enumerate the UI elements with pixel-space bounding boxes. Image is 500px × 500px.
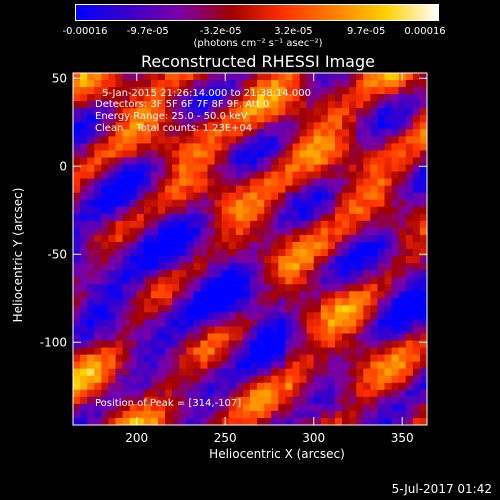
colorbar-tick-label: -0.00016 <box>62 26 108 37</box>
x-axis-label: Heliocentric X (arcsec) <box>209 447 345 461</box>
y-axis-label: Heliocentric Y (arcsec) <box>11 187 25 323</box>
y-tick-label: -100 <box>40 335 67 349</box>
annotation-detectors: Detectors: 3F 5F 6F 7F 8F 9F, Att 0 <box>95 99 270 110</box>
y-tick-label: -50 <box>47 247 67 261</box>
colorbar-tick-label: -9.7e-05 <box>126 26 169 37</box>
x-tick-label: 350 <box>391 431 414 445</box>
x-tick-label: 300 <box>302 431 325 445</box>
timestamp: 5-Jul-2017 01:42 <box>391 482 492 496</box>
peak-position-label: Position of Peak = [314,-107] <box>95 398 242 409</box>
annotation-energy: Energy Range: 25.0 - 50.0 keV <box>95 111 248 122</box>
colorbar-tick-label: -3.2e-05 <box>199 26 242 37</box>
colorbar-tick-label: 9.7e-05 <box>346 26 386 37</box>
colorbar-tick-label: 3.2e-05 <box>274 26 313 37</box>
axes: 200 250 300 350 50 0 -50 -100 <box>40 71 427 445</box>
annotation-time-range: 5-Jan-2015 21:26:14.000 to 21:38:14.000 <box>102 88 311 99</box>
annotation-clean: Clean Total counts: 1.23E+04 <box>95 123 253 134</box>
colorbar-units: (photons cm⁻² s⁻¹ asec⁻²) <box>193 38 323 49</box>
colorbar <box>75 4 439 21</box>
colorbar-tick-label: 0.00016 <box>404 26 446 37</box>
y-tick-label: 50 <box>52 71 67 85</box>
chart-title: Reconstructed RHESSI Image <box>141 52 375 71</box>
heatmap-cells <box>73 73 427 425</box>
x-tick-label: 200 <box>125 431 148 445</box>
y-tick-label: 0 <box>59 159 67 173</box>
x-tick-label: 250 <box>214 431 237 445</box>
plot-frame <box>72 72 428 426</box>
